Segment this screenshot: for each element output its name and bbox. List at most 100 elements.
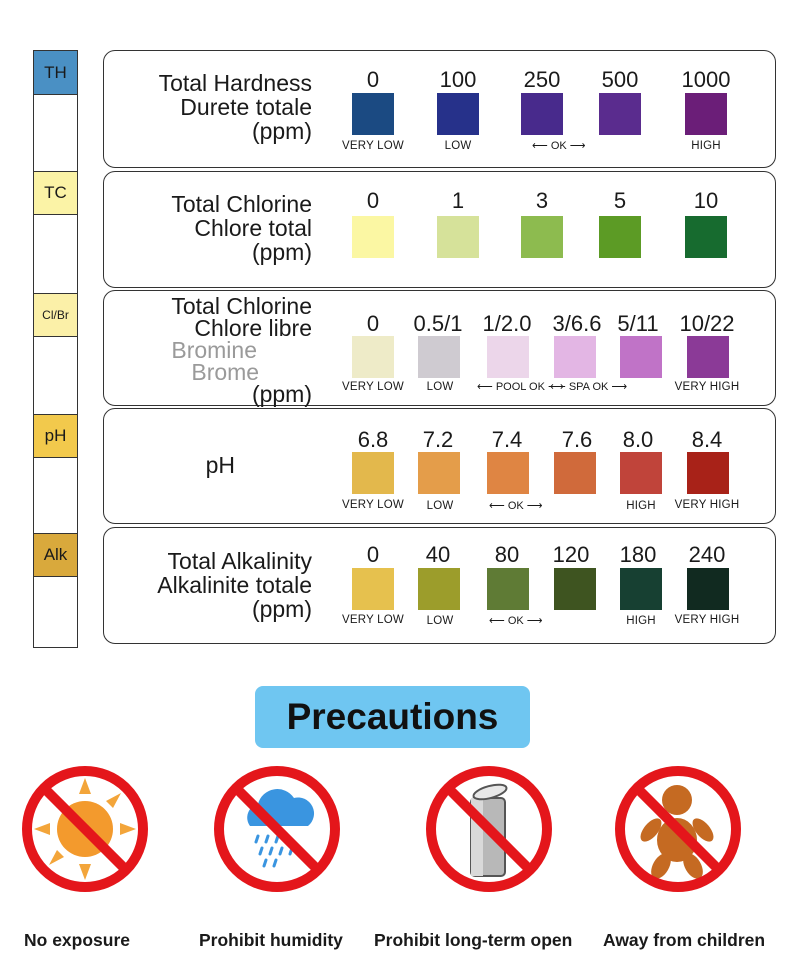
color-swatch — [687, 568, 729, 610]
precautions-title: Precautions — [255, 686, 530, 748]
value-label: 7.2 — [422, 427, 454, 452]
color-swatch — [521, 216, 563, 258]
color-swatch — [620, 452, 662, 494]
color-swatch — [685, 216, 727, 258]
panel-total-chlorine: Total Chlorine Chlore total (ppm) 0 1 3 … — [103, 171, 776, 288]
value-label: 250 — [523, 67, 561, 92]
panel-title: Total Chlorine Chlore libre Bromine Brom… — [171, 293, 312, 407]
strip-pad-alk: Alk — [34, 533, 77, 577]
range-arrow-pool: ⟵ POOL OK ⟶ — [477, 381, 564, 393]
strip-pad-th: TH — [34, 51, 77, 95]
strip-pad-ph: pH — [34, 414, 77, 458]
value-label: 240 — [688, 542, 726, 567]
color-swatch — [685, 93, 727, 135]
color-swatch — [418, 336, 460, 378]
value-label: 1000 — [681, 67, 731, 92]
strip-pad-clbr: Cl/Br — [34, 293, 77, 337]
value-label: 0 — [366, 188, 380, 213]
color-swatch — [437, 216, 479, 258]
caption-prohibit-humidity: Prohibit humidity — [199, 930, 343, 950]
value-label: 10/22 — [679, 311, 735, 336]
range-label: VERY LOW — [342, 381, 404, 393]
panel-title: Total Hardness Durete totale (ppm) — [158, 70, 312, 144]
value-label: 100 — [439, 67, 477, 92]
value-label: 180 — [619, 542, 657, 567]
value-label: 8.0 — [622, 427, 654, 452]
range-arrow-spa: ⟵ SPA OK ⟶ — [550, 381, 628, 393]
value-label: 0.5/1 — [413, 311, 463, 336]
strip-pad-tc: TC — [34, 171, 77, 215]
range-label: VERY LOW — [342, 499, 404, 511]
panel-ph: pH 6.8 7.2 7.4 7.6 8.0 8.4 VERY LOW LOW … — [103, 408, 776, 524]
color-swatch — [487, 568, 529, 610]
color-swatch — [352, 568, 394, 610]
caption-no-exposure: No exposure — [24, 930, 130, 950]
color-swatch — [554, 568, 596, 610]
value-label: 40 — [425, 542, 451, 567]
color-swatch — [521, 93, 563, 135]
panel-title: pH — [205, 452, 235, 478]
color-swatch — [352, 93, 394, 135]
color-swatch — [687, 336, 729, 378]
caption-away-from-children: Away from children — [603, 930, 766, 950]
range-label: VERY HIGH — [674, 499, 740, 511]
color-swatch — [352, 216, 394, 258]
range-label: LOW — [426, 615, 454, 627]
value-label: 1/2.0 — [482, 311, 532, 336]
value-label: 0 — [366, 67, 380, 92]
no-sun-exposure-icon — [22, 766, 148, 892]
value-label: 3/6.6 — [552, 311, 602, 336]
test-strip: TH TC Cl/Br pH Alk — [33, 50, 78, 648]
value-label: 80 — [494, 542, 520, 567]
color-swatch — [554, 336, 596, 378]
value-label: 500 — [601, 67, 639, 92]
range-label: HIGH — [626, 500, 656, 512]
color-swatch — [487, 336, 529, 378]
no-children-icon — [615, 766, 741, 892]
value-label: 0 — [366, 542, 380, 567]
no-humidity-icon — [214, 766, 340, 892]
color-swatch — [599, 216, 641, 258]
value-label: 5 — [613, 188, 627, 213]
range-label: VERY HIGH — [674, 381, 740, 393]
panel-free-chlorine-bromine: Total Chlorine Chlore libre Bromine Brom… — [103, 290, 776, 406]
range-arrow-ok: ⟵ OK ⟶ — [489, 500, 543, 512]
range-arrow-ok: ⟵ OK ⟶ — [532, 140, 586, 152]
color-swatch — [620, 336, 662, 378]
color-swatch — [437, 93, 479, 135]
panel-total-alkalinity: Total Alkalinity Alkalinite totale (ppm)… — [103, 527, 776, 644]
panel-title: Total Alkalinity Alkalinite totale (ppm) — [157, 548, 312, 622]
color-swatch — [352, 336, 394, 378]
value-label: 3 — [535, 188, 549, 213]
value-label: 8.4 — [691, 427, 723, 452]
value-label: 7.6 — [561, 427, 593, 452]
panel-title: Total Chlorine Chlore total (ppm) — [171, 191, 312, 265]
color-swatch — [487, 452, 529, 494]
range-label: LOW — [426, 500, 454, 512]
color-swatch — [687, 452, 729, 494]
color-swatch — [418, 568, 460, 610]
value-label: 10 — [693, 188, 719, 213]
range-label: HIGH — [626, 615, 656, 627]
value-label: 6.8 — [357, 427, 389, 452]
range-label: VERY LOW — [342, 614, 404, 626]
value-label: 120 — [552, 542, 590, 567]
range-arrow-ok: ⟵ OK ⟶ — [489, 615, 543, 627]
value-label: 1 — [451, 188, 465, 213]
range-label: LOW — [444, 140, 472, 152]
value-label: 7.4 — [491, 427, 523, 452]
range-label: LOW — [426, 381, 454, 393]
color-swatch — [620, 568, 662, 610]
panel-total-hardness: Total Hardness Durete totale (ppm) 0 100… — [103, 50, 776, 168]
caption-prohibit-long-term-open: Prohibit long-term open — [374, 930, 573, 950]
color-swatch — [599, 93, 641, 135]
range-label: HIGH — [691, 140, 721, 152]
color-swatch — [418, 452, 460, 494]
value-label: 5/11 — [617, 311, 659, 336]
range-label: VERY HIGH — [674, 614, 740, 626]
range-label: VERY LOW — [342, 140, 404, 152]
color-swatch — [554, 452, 596, 494]
no-open-container-icon — [426, 766, 552, 892]
value-label: 0 — [366, 311, 380, 336]
color-swatch — [352, 452, 394, 494]
